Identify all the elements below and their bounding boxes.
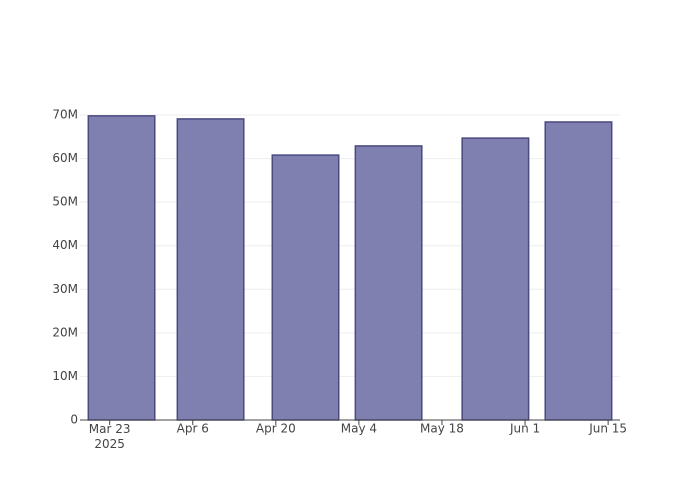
- bar: [461, 137, 530, 421]
- x-tick-label: Mar 23 2025: [89, 422, 131, 451]
- y-tick-label: 20M: [52, 325, 78, 339]
- y-tick-label: 10M: [52, 369, 78, 383]
- x-tick-label: Apr 6: [177, 422, 209, 436]
- bar: [87, 115, 156, 421]
- x-tick-label: Jun 15: [588, 422, 627, 436]
- y-tick-label: 70M: [52, 108, 78, 122]
- bar: [544, 121, 613, 421]
- y-tick-label: 30M: [52, 282, 78, 296]
- bar: [176, 118, 245, 421]
- y-tick-label: 60M: [52, 151, 78, 165]
- x-tick-label: Apr 20: [256, 422, 296, 436]
- y-tick-label: 40M: [52, 238, 78, 252]
- x-tick-label: May 4: [341, 422, 377, 436]
- x-tick-label: May 18: [420, 422, 464, 436]
- bar: [271, 154, 340, 421]
- x-tick-label: Jun 1: [509, 422, 540, 436]
- y-tick-label: 50M: [52, 195, 78, 209]
- y-tick-label: 0: [70, 413, 78, 427]
- bar: [354, 145, 423, 421]
